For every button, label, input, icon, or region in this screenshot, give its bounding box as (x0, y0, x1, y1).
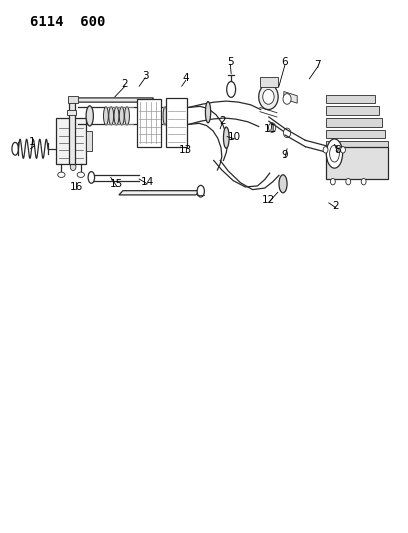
Ellipse shape (330, 145, 339, 162)
Text: 5: 5 (227, 58, 234, 67)
Bar (326, 141, 388, 150)
Text: 14: 14 (141, 176, 154, 187)
Ellipse shape (77, 172, 84, 177)
Bar (166, 98, 187, 147)
Bar (68, 96, 78, 103)
Bar (326, 130, 385, 138)
Ellipse shape (163, 107, 167, 125)
Polygon shape (119, 191, 200, 195)
Ellipse shape (114, 107, 119, 125)
Ellipse shape (279, 175, 287, 193)
Ellipse shape (361, 179, 366, 185)
Ellipse shape (104, 107, 109, 125)
Polygon shape (284, 92, 297, 103)
Text: 9: 9 (282, 150, 288, 160)
Text: 6114  600: 6114 600 (30, 14, 105, 29)
Text: 15: 15 (110, 179, 124, 189)
Text: 16: 16 (70, 182, 83, 192)
Ellipse shape (181, 107, 185, 125)
Ellipse shape (124, 107, 129, 125)
Polygon shape (69, 102, 75, 164)
Bar (56, 117, 86, 164)
Text: 1: 1 (29, 137, 35, 147)
Ellipse shape (330, 179, 335, 185)
Ellipse shape (58, 172, 65, 177)
Bar (137, 99, 162, 147)
Bar (86, 131, 92, 151)
Ellipse shape (259, 84, 278, 110)
Text: 3: 3 (142, 70, 149, 80)
Bar (326, 107, 379, 115)
Bar (326, 147, 388, 179)
Text: 12: 12 (262, 195, 275, 205)
Ellipse shape (346, 179, 351, 185)
Ellipse shape (268, 123, 276, 132)
Text: 2: 2 (122, 78, 128, 88)
Bar (67, 110, 76, 115)
Text: 8: 8 (335, 145, 341, 155)
Ellipse shape (224, 127, 229, 148)
Ellipse shape (88, 172, 95, 183)
Text: 2: 2 (333, 200, 339, 211)
Ellipse shape (119, 107, 124, 125)
Ellipse shape (86, 106, 93, 126)
Ellipse shape (263, 90, 274, 104)
Ellipse shape (341, 147, 346, 153)
Ellipse shape (176, 107, 180, 125)
Text: 11: 11 (264, 124, 277, 134)
Ellipse shape (283, 94, 291, 104)
Text: 10: 10 (228, 132, 241, 142)
Ellipse shape (227, 82, 235, 98)
Ellipse shape (205, 102, 211, 123)
Ellipse shape (197, 185, 204, 197)
Text: 7: 7 (314, 60, 321, 70)
Text: 13: 13 (179, 145, 193, 155)
Polygon shape (69, 98, 153, 102)
Text: 4: 4 (182, 73, 189, 83)
Bar (326, 118, 382, 126)
Text: 2: 2 (219, 116, 226, 126)
Ellipse shape (323, 147, 328, 153)
Bar (260, 77, 278, 87)
Ellipse shape (326, 139, 343, 168)
Ellipse shape (168, 107, 172, 125)
Text: 6: 6 (282, 58, 288, 67)
Bar (326, 95, 375, 103)
Ellipse shape (70, 163, 76, 171)
Ellipse shape (284, 128, 291, 138)
Ellipse shape (172, 107, 176, 125)
Ellipse shape (109, 107, 114, 125)
